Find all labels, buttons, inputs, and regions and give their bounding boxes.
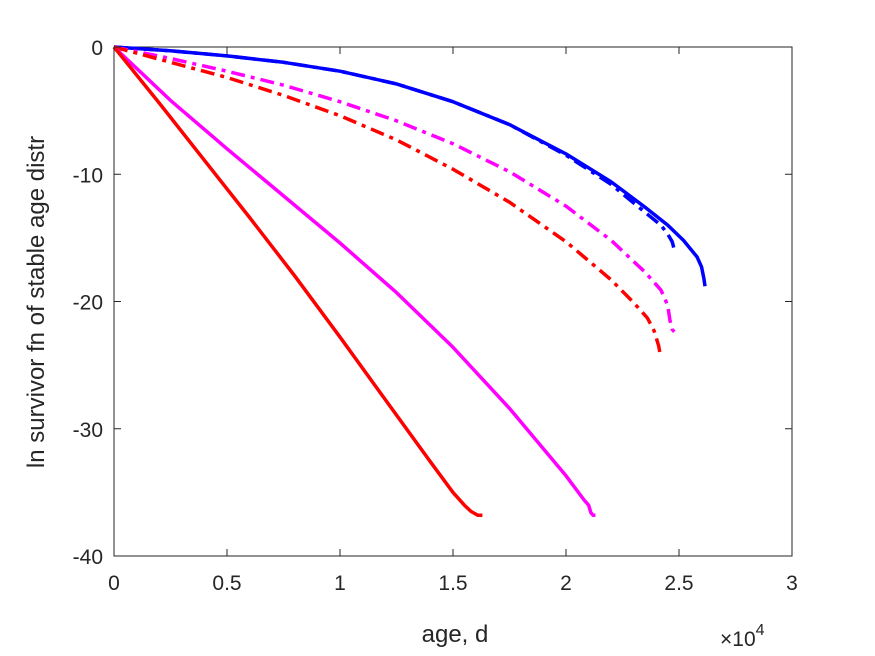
y-tick-label: -30: [73, 419, 103, 442]
y-tick-label: 0: [91, 37, 103, 60]
plot-area: [113, 46, 793, 557]
y-tick-label: -40: [73, 546, 103, 569]
y-tick-label: -20: [73, 292, 103, 315]
series-line-2: [113, 45, 677, 252]
series-layer: [112, 45, 707, 518]
x-tick-label: 1.5: [438, 572, 467, 595]
x-tick-label: 0: [108, 572, 120, 595]
x-multiplier-exponent: 4: [756, 622, 765, 639]
x-tick-label: 3: [786, 572, 798, 595]
series-line-6: [112, 45, 483, 518]
x-tick-label: 2: [560, 572, 572, 595]
ticks-layer: 0 0.5 1 1.5 2 2.5 3 0 -10 -20 -30 -40: [73, 37, 798, 595]
x-axis-label: age, d: [422, 621, 489, 648]
axes-box: [113, 46, 793, 557]
x-axis-multiplier: ×104: [720, 622, 765, 651]
series-line-3: [113, 45, 676, 334]
y-axis-label: ln survivor fn of stable age distr: [23, 136, 50, 468]
y-tick-label: -10: [73, 164, 103, 187]
x-multiplier-base: ×10: [720, 628, 756, 651]
x-tick-label: 0.5: [212, 572, 241, 595]
series-line-4: [113, 45, 662, 353]
x-tick-label: 2.5: [664, 572, 693, 595]
series-line-5: [112, 45, 596, 518]
x-tick-label: 1: [334, 572, 346, 595]
